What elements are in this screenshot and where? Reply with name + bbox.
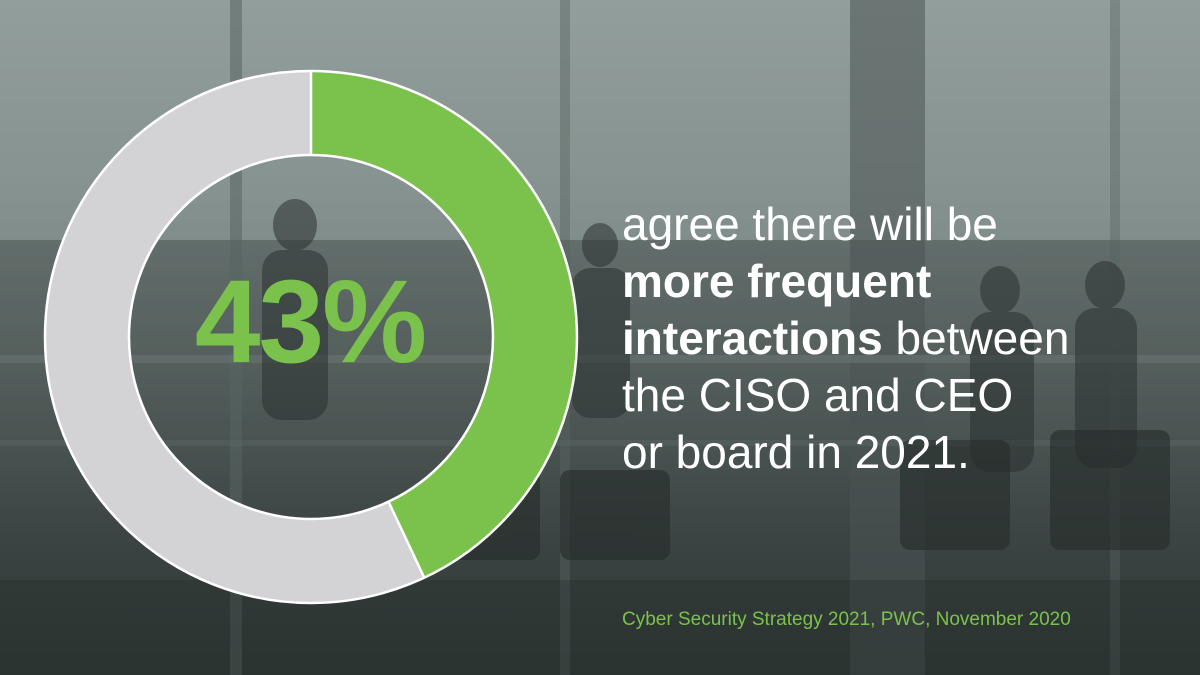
- donut-value-arc: [310, 71, 577, 578]
- statement-line-3-bold: interactions: [622, 312, 883, 364]
- statement-line-3: interactions between: [622, 310, 1182, 367]
- statement-line-2: more frequent: [622, 255, 932, 307]
- statement-text: agree there will be more frequent intera…: [622, 196, 1182, 481]
- donut-separator-end: [387, 501, 426, 579]
- statement-line-4: the CISO and CEO: [622, 369, 1014, 421]
- statement-line-1: agree there will be: [622, 198, 998, 250]
- source-citation: Cyber Security Strategy 2021, PWC, Novem…: [622, 609, 1071, 630]
- percentage-label: 43%: [194, 256, 427, 388]
- statement-line-3-rest: between: [882, 312, 1070, 364]
- statement-line-5: or board in 2021.: [622, 426, 970, 478]
